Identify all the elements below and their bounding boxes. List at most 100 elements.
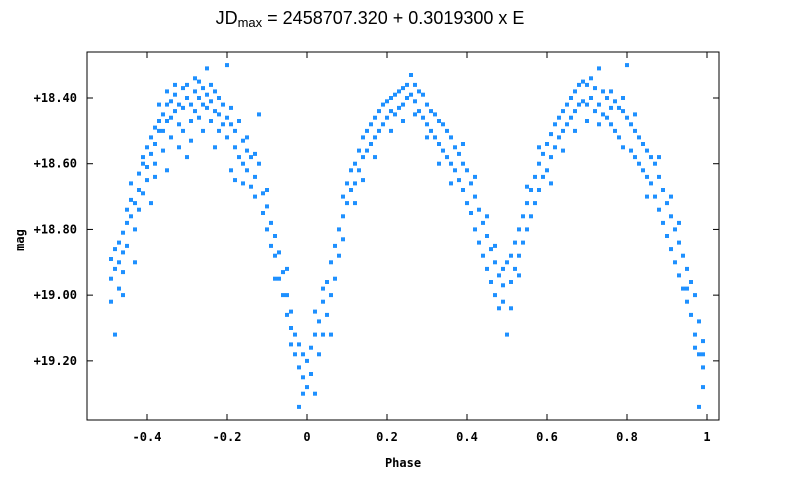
data-point bbox=[553, 122, 557, 127]
data-point bbox=[577, 102, 581, 107]
data-point bbox=[277, 250, 281, 255]
data-point bbox=[581, 99, 585, 104]
data-point bbox=[217, 96, 221, 100]
data-point bbox=[441, 148, 445, 153]
data-point bbox=[273, 276, 277, 281]
data-point bbox=[321, 299, 325, 304]
data-point bbox=[437, 161, 441, 166]
data-point bbox=[701, 365, 705, 370]
data-point bbox=[329, 293, 333, 298]
data-point bbox=[545, 168, 549, 173]
data-point bbox=[685, 299, 689, 304]
y-tick-label: +19.20 bbox=[34, 354, 77, 368]
data-point bbox=[129, 181, 133, 186]
data-point bbox=[633, 128, 637, 133]
data-point bbox=[269, 243, 273, 248]
data-point bbox=[661, 220, 665, 225]
data-point bbox=[133, 227, 137, 232]
data-point bbox=[669, 214, 673, 219]
data-point bbox=[581, 79, 585, 84]
data-point bbox=[237, 119, 241, 123]
data-point bbox=[665, 234, 669, 238]
data-point bbox=[629, 122, 633, 127]
data-points bbox=[109, 63, 705, 409]
data-point bbox=[429, 109, 433, 114]
data-point bbox=[521, 240, 525, 245]
data-point bbox=[341, 194, 345, 199]
data-point bbox=[241, 161, 245, 166]
data-point bbox=[361, 178, 365, 183]
data-point bbox=[537, 145, 541, 150]
data-point bbox=[569, 115, 573, 120]
data-point bbox=[157, 119, 161, 123]
data-point bbox=[665, 201, 669, 206]
data-point bbox=[601, 89, 605, 94]
title-subscript: max bbox=[237, 15, 263, 30]
data-point bbox=[681, 286, 685, 291]
data-point bbox=[225, 63, 229, 68]
data-point bbox=[701, 352, 705, 357]
data-point bbox=[693, 345, 697, 350]
data-point bbox=[233, 145, 237, 150]
data-point bbox=[697, 352, 701, 357]
data-point bbox=[385, 99, 389, 104]
data-point bbox=[649, 181, 653, 186]
data-point bbox=[297, 342, 301, 347]
data-point bbox=[693, 293, 697, 298]
data-point bbox=[453, 145, 457, 150]
data-point bbox=[493, 293, 497, 298]
data-point bbox=[317, 352, 321, 357]
data-point bbox=[461, 142, 465, 146]
data-point bbox=[465, 168, 469, 173]
data-point bbox=[197, 79, 201, 84]
data-point bbox=[177, 102, 181, 107]
data-point bbox=[621, 109, 625, 114]
data-point bbox=[489, 280, 493, 284]
data-point bbox=[669, 247, 673, 252]
data-point bbox=[537, 188, 541, 192]
data-point bbox=[625, 115, 629, 120]
data-point bbox=[321, 286, 325, 291]
data-point bbox=[189, 138, 193, 143]
data-point bbox=[701, 385, 705, 390]
data-point bbox=[469, 211, 473, 215]
data-point bbox=[149, 151, 153, 156]
data-point bbox=[629, 148, 633, 153]
data-point bbox=[589, 96, 593, 100]
data-point bbox=[125, 207, 129, 212]
title-main: JD bbox=[215, 8, 238, 28]
data-point bbox=[637, 161, 641, 166]
data-point bbox=[613, 128, 617, 133]
data-point bbox=[557, 115, 561, 120]
data-point bbox=[285, 312, 289, 317]
data-point bbox=[437, 142, 441, 146]
data-point bbox=[333, 276, 337, 281]
data-point bbox=[121, 293, 125, 298]
data-point bbox=[421, 115, 425, 120]
data-point bbox=[657, 207, 661, 212]
data-point bbox=[617, 135, 621, 140]
data-point bbox=[477, 240, 481, 245]
data-point bbox=[377, 109, 381, 114]
data-point bbox=[437, 119, 441, 123]
data-point bbox=[113, 332, 117, 337]
x-tick-label: 1 bbox=[703, 430, 710, 444]
data-point bbox=[541, 151, 545, 156]
data-point bbox=[317, 319, 321, 324]
data-point bbox=[533, 174, 537, 179]
data-point bbox=[425, 135, 429, 140]
data-point bbox=[153, 142, 157, 146]
data-point bbox=[233, 128, 237, 133]
data-point bbox=[277, 276, 281, 281]
data-point bbox=[433, 135, 437, 140]
data-point bbox=[465, 201, 469, 206]
plot-frame bbox=[86, 51, 720, 421]
data-point bbox=[121, 250, 125, 255]
data-point bbox=[689, 280, 693, 284]
data-point bbox=[353, 181, 357, 186]
data-point bbox=[133, 260, 137, 265]
chart-title: JDmax = 2458707.320 + 0.3019300 x E bbox=[0, 8, 740, 30]
data-point bbox=[597, 102, 601, 107]
data-point bbox=[493, 243, 497, 248]
